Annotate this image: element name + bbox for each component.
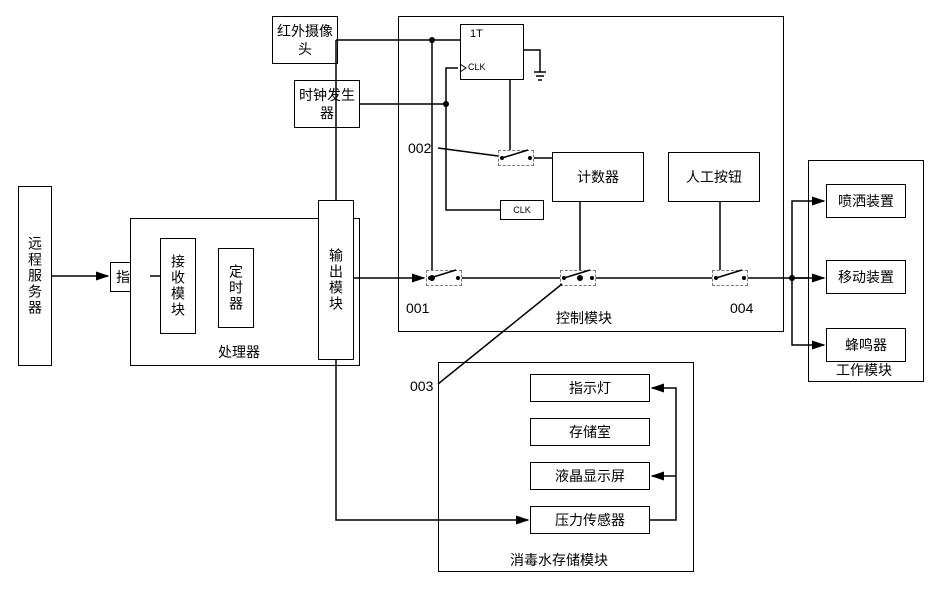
mover-label: 移动装置 [838,267,894,287]
output-module-block: 输出模块 [318,200,354,360]
receive-module-label: 接收模块 [168,254,188,318]
clock-gen-label: 时钟发生器 [295,86,359,122]
ir-camera-block: 红外摄像头 [272,16,338,64]
indicator-label: 指示灯 [569,378,611,398]
switch-001-label: 001 [406,300,429,316]
ir-camera-label: 红外摄像头 [273,22,337,58]
counter-clk-block: CLK [500,200,544,220]
buzzer-label: 蜂鸣器 [845,335,887,355]
timer-block: 定时器 [218,248,254,328]
receive-module-block: 接收模块 [160,238,196,334]
sprayer-label: 喷洒装置 [838,191,894,211]
manual-button-block: 人工按钮 [668,152,760,202]
pressure-block: 压力传感器 [530,506,650,534]
remote-server-label: 远程服务器 [25,236,45,316]
storage-frame-label: 消毒水存储模块 [510,550,608,570]
counter-block: 计数器 [552,152,644,202]
switch-004 [712,270,748,286]
timer-label: 定时器 [226,264,246,312]
switch-002-label: 002 [408,140,431,156]
storage-room-label: 存储室 [569,422,611,442]
control-label: 控制模块 [556,308,612,328]
switch-002 [498,150,534,166]
sprayer-block: 喷洒装置 [826,184,906,218]
remote-server-block: 远程服务器 [18,186,52,366]
pressure-label: 压力传感器 [555,510,625,530]
processor-label: 处理器 [218,342,260,362]
counter-label: 计数器 [577,167,619,187]
storage-room-block: 存储室 [530,418,650,446]
switch-001 [426,270,462,286]
work-frame-label: 工作模块 [836,360,892,380]
mover-block: 移动装置 [826,260,906,294]
indicator-block: 指示灯 [530,374,650,402]
dff-1t-label: 1T [470,28,483,40]
buzzer-block: 蜂鸣器 [826,328,906,362]
output-module-label: 输出模块 [326,248,346,312]
switch-003 [560,270,596,286]
counter-clk-label: CLK [513,205,531,215]
lcd-label: 液晶显示屏 [555,466,625,486]
manual-button-label: 人工按钮 [686,167,742,187]
dff-clk-label: CLK [468,62,486,72]
switch-003-label: 003 [410,378,433,394]
switch-004-label: 004 [730,300,753,316]
lcd-block: 液晶显示屏 [530,462,650,490]
clock-gen-block: 时钟发生器 [294,80,360,128]
